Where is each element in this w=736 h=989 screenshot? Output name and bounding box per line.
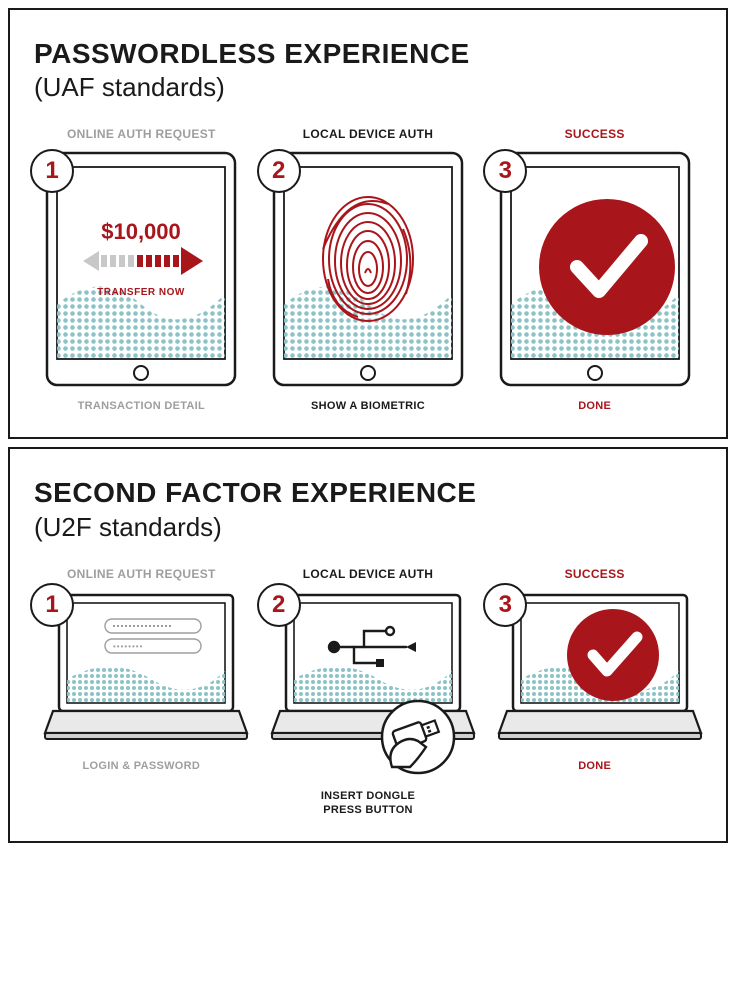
step-top-label: SUCCESS (565, 127, 625, 141)
panel-u2f: SECOND FACTOR EXPERIENCE (U2F standards)… (8, 447, 728, 843)
step-number: 3 (499, 591, 512, 619)
step-top-label: ONLINE AUTH REQUEST (67, 567, 216, 581)
panel-uaf: PASSWORDLESS EXPERIENCE (UAF standards) … (8, 8, 728, 439)
step-badge: 2 (257, 583, 301, 627)
step-number: 3 (499, 157, 512, 185)
steps-row: ONLINE AUTH REQUEST 1 (34, 127, 702, 413)
laptop-device (268, 589, 468, 779)
tablet-device (495, 149, 695, 389)
step-top-label: LOCAL DEVICE AUTH (303, 127, 433, 141)
step-badge: 1 (30, 149, 74, 193)
steps-row: ONLINE AUTH REQUEST 1 (34, 567, 702, 818)
step-bottom-label: INSERT DONGLE PRESS BUTTON (321, 789, 415, 818)
step-bottom-label: TRANSACTION DETAIL (78, 399, 205, 413)
success-circle (539, 199, 675, 335)
step-badge: 2 (257, 149, 301, 193)
step-number: 2 (272, 591, 285, 619)
step-badge: 3 (483, 583, 527, 627)
hand-dongle-icon (382, 701, 454, 773)
step-bottom-label: SHOW A BIOMETRIC (311, 399, 425, 413)
step-badge: 1 (30, 583, 74, 627)
step-3: SUCCESS 3 DONE (487, 127, 702, 413)
step-2: LOCAL DEVICE AUTH 2 (261, 567, 476, 818)
tablet-device (268, 149, 468, 389)
step-1: ONLINE AUTH REQUEST 1 (34, 127, 249, 413)
step-top-label: LOCAL DEVICE AUTH (303, 567, 433, 581)
svg-text:••••••••: •••••••• (113, 642, 143, 651)
step-3: SUCCESS 3 DONE (487, 567, 702, 818)
step-bottom-label: LOGIN & PASSWORD (83, 759, 201, 773)
panel-subtitle: (U2F standards) (34, 512, 702, 543)
amount-text: $10,000 (102, 219, 182, 244)
step-1: ONLINE AUTH REQUEST 1 (34, 567, 249, 818)
step-number: 2 (272, 157, 285, 185)
step-number: 1 (45, 591, 58, 619)
panel-title: SECOND FACTOR EXPERIENCE (34, 477, 702, 509)
step-top-label: ONLINE AUTH REQUEST (67, 127, 216, 141)
success-circle (567, 609, 659, 701)
step-top-label: SUCCESS (565, 567, 625, 581)
transfer-now-text: TRANSFER NOW (97, 287, 185, 298)
panel-title: PASSWORDLESS EXPERIENCE (34, 38, 702, 70)
step-bottom-label: DONE (578, 759, 611, 773)
step-2: LOCAL DEVICE AUTH 2 (261, 127, 476, 413)
panel-subtitle: (UAF standards) (34, 72, 702, 103)
step-bottom-label: DONE (578, 399, 611, 413)
step-number: 1 (45, 157, 58, 185)
tablet-device: $10,000 TRANSF (41, 149, 241, 389)
